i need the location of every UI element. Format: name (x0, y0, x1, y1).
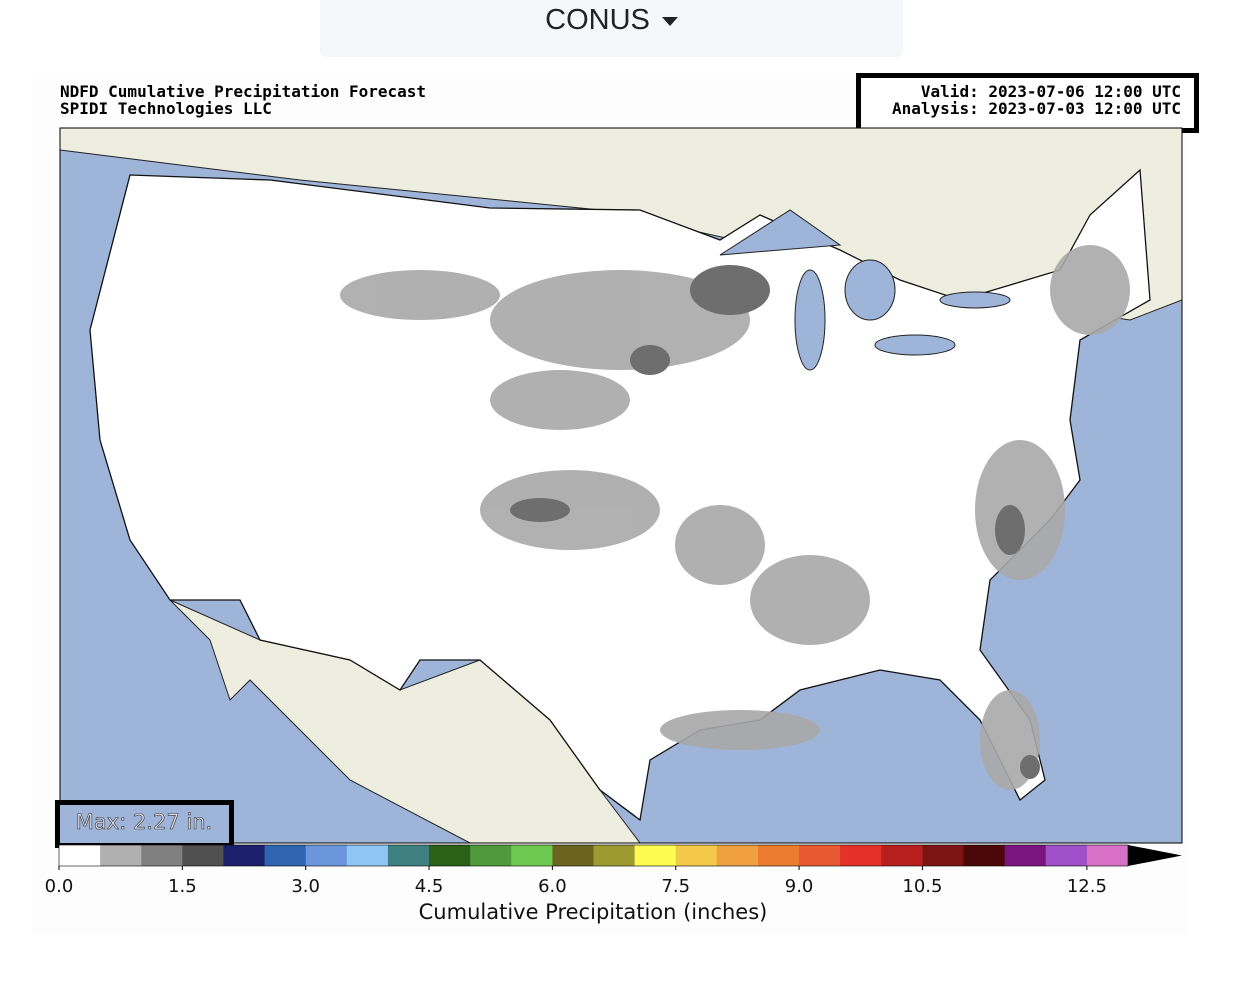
colorbar-tick-label: 3.0 (291, 876, 320, 897)
map-frame (59, 127, 1183, 844)
colorbar-tick-label: 9.0 (785, 876, 814, 897)
colorbar-segment (1086, 845, 1129, 866)
colorbar-segment (511, 845, 553, 866)
colorbar-tick-label: 4.5 (415, 876, 444, 897)
colorbar-label: Cumulative Precipitation (inches) (419, 900, 768, 924)
colorbar-segment (264, 845, 307, 866)
colorbar-tick-label: 7.5 (661, 876, 690, 897)
region-dropdown[interactable]: CONUS (320, 0, 903, 57)
colorbar-segment (963, 845, 1006, 866)
colorbar-segment (346, 845, 389, 866)
max-label: Max: 2.27 in. (76, 810, 212, 834)
colorbar-segment (223, 845, 266, 866)
colorbar-tick-label: 0.0 (45, 876, 74, 897)
colorbar-segment (387, 845, 430, 866)
map (59, 127, 1183, 844)
colorbar-segment (552, 845, 594, 866)
colorbar-segment (922, 845, 965, 866)
valid-time: Valid: 2023-07-06 12:00 UTC (921, 82, 1181, 101)
colorbar-tick-label: 1.5 (168, 876, 197, 897)
time-box (856, 73, 1199, 133)
dropdown-label[interactable]: CONUS (320, 4, 903, 37)
analysis-time: Analysis: 2023-07-03 12:00 UTC (892, 99, 1181, 118)
colorbar-segment (470, 845, 512, 866)
colorbar-segment (799, 845, 841, 866)
colorbar-segment (840, 845, 882, 866)
colorbar-tick-label: 10.5 (902, 876, 942, 897)
heavier-precip (510, 265, 1040, 779)
colorbar-segment (1004, 845, 1047, 866)
colorbar-segment (757, 845, 800, 866)
colorbar-segment (100, 845, 142, 866)
colorbar: 0.0 1.5 3.0 4.5 6.0 7.5 9.0 10.5 12.5 (45, 844, 1182, 897)
colorbar-segment (634, 845, 677, 866)
colorbar-outline (58, 844, 1129, 867)
colorbar-extend (1128, 845, 1182, 866)
colorbar-segment (141, 845, 183, 866)
map-title: NDFD Cumulative Precipitation Forecast (60, 82, 426, 101)
colorbar-segment (881, 845, 923, 866)
great-lakes (719, 209, 1011, 371)
colorbar-segment (305, 845, 348, 866)
colorbar-segment (593, 845, 636, 866)
colorbar-tick-label: 12.5 (1067, 876, 1107, 897)
colorbar-segment (675, 845, 718, 866)
colorbar-segment (182, 845, 224, 866)
colorbar-segment (59, 845, 101, 866)
colorbar-segment (716, 845, 759, 866)
company: SPIDI Technologies LLC (60, 99, 272, 118)
colorbar-tick-label: 6.0 (538, 876, 567, 897)
colorbar-segment (1045, 845, 1088, 866)
colorbar-segment (429, 845, 471, 866)
